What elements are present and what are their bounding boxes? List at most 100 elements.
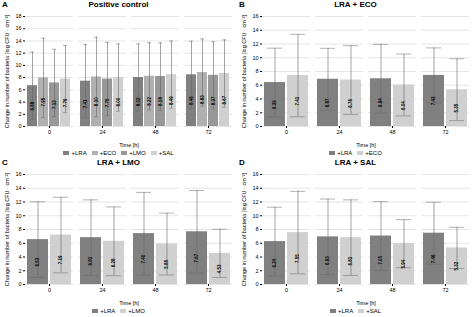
svg-text:24: 24 xyxy=(336,129,342,135)
svg-text:8: 8 xyxy=(255,68,258,74)
svg-text:8.00: 8.00 xyxy=(116,97,121,106)
svg-text:8.10: 8.10 xyxy=(94,97,99,106)
svg-text:14: 14 xyxy=(252,185,258,191)
svg-text:7.19: 7.19 xyxy=(58,255,63,264)
svg-text:10: 10 xyxy=(15,213,21,219)
svg-text:2: 2 xyxy=(255,110,258,116)
svg-text:24: 24 xyxy=(99,287,105,293)
svg-text:2: 2 xyxy=(18,111,21,117)
svg-text:6.28: 6.28 xyxy=(111,258,116,267)
svg-text:4: 4 xyxy=(255,254,258,260)
svg-text:6.24: 6.24 xyxy=(272,258,277,267)
svg-text:10: 10 xyxy=(252,213,258,219)
svg-text:7.40: 7.40 xyxy=(141,254,146,263)
svg-text:Time [h]: Time [h] xyxy=(119,300,139,306)
svg-text:24: 24 xyxy=(99,129,105,135)
svg-text:6.53: 6.53 xyxy=(35,257,40,266)
svg-text:Time [h]: Time [h] xyxy=(356,300,376,306)
svg-text:7.13: 7.13 xyxy=(52,100,57,109)
svg-text:0: 0 xyxy=(285,129,288,135)
svg-text:0: 0 xyxy=(18,123,21,129)
svg-text:Change in number of bacteria [: Change in number of bacteria [log CFU · … xyxy=(241,172,247,286)
svg-text:7.76: 7.76 xyxy=(63,98,68,107)
svg-text:7.55: 7.55 xyxy=(295,254,300,263)
svg-text:48: 48 xyxy=(152,287,158,293)
svg-text:14: 14 xyxy=(15,38,21,44)
svg-text:4: 4 xyxy=(18,254,21,260)
svg-text:6.93: 6.93 xyxy=(325,256,330,265)
svg-text:8: 8 xyxy=(18,74,21,80)
svg-text:6.87: 6.87 xyxy=(325,98,330,107)
svg-text:12: 12 xyxy=(252,41,258,47)
svg-text:7.05: 7.05 xyxy=(378,255,383,264)
svg-text:0: 0 xyxy=(255,123,258,129)
svg-text:2: 2 xyxy=(255,268,258,274)
svg-text:8.37: 8.37 xyxy=(211,96,216,105)
svg-text:0: 0 xyxy=(18,281,21,287)
svg-text:6.04: 6.04 xyxy=(401,101,406,110)
svg-text:7.41: 7.41 xyxy=(295,96,300,105)
svg-text:14: 14 xyxy=(15,185,21,191)
svg-text:8.22: 8.22 xyxy=(147,97,152,106)
svg-text:16: 16 xyxy=(252,13,258,19)
svg-text:Change in number of bacteria [: Change in number of bacteria [log CFU · … xyxy=(4,14,10,128)
svg-text:8.83: 8.83 xyxy=(200,95,205,104)
svg-text:7.41: 7.41 xyxy=(83,99,88,108)
svg-text:6: 6 xyxy=(255,82,258,88)
svg-text:48: 48 xyxy=(152,129,158,135)
svg-text:4: 4 xyxy=(255,96,258,102)
svg-text:8.49: 8.49 xyxy=(169,96,174,105)
svg-text:Change in number of bacteria [: Change in number of bacteria [log CFU · … xyxy=(4,172,10,286)
svg-text:5.32: 5.32 xyxy=(454,261,459,270)
svg-text:48: 48 xyxy=(389,287,395,293)
svg-text:6.76: 6.76 xyxy=(348,98,353,107)
svg-text:7.46: 7.46 xyxy=(431,254,436,263)
svg-text:24: 24 xyxy=(336,287,342,293)
svg-text:8.46: 8.46 xyxy=(189,96,194,105)
svg-text:48: 48 xyxy=(389,129,395,135)
svg-text:10: 10 xyxy=(252,55,258,61)
svg-text:72: 72 xyxy=(442,129,448,135)
svg-text:6.68: 6.68 xyxy=(30,101,35,110)
svg-text:8.02: 8.02 xyxy=(136,97,141,106)
svg-text:6.94: 6.94 xyxy=(378,98,383,107)
svg-text:6: 6 xyxy=(255,240,258,246)
svg-text:12: 12 xyxy=(15,50,21,56)
svg-text:8: 8 xyxy=(255,226,258,232)
svg-text:7.67: 7.67 xyxy=(194,253,199,262)
svg-text:72: 72 xyxy=(205,129,211,135)
svg-text:16: 16 xyxy=(15,25,21,31)
svg-text:5.35: 5.35 xyxy=(454,103,459,112)
svg-text:12: 12 xyxy=(15,199,21,205)
svg-text:Change in number of bacteria [: Change in number of bacteria [log CFU · … xyxy=(241,14,247,128)
svg-text:4.53: 4.53 xyxy=(217,264,222,273)
svg-text:16: 16 xyxy=(252,171,258,177)
svg-text:72: 72 xyxy=(442,287,448,293)
svg-text:14: 14 xyxy=(252,27,258,33)
svg-text:12: 12 xyxy=(252,199,258,205)
svg-text:7.43: 7.43 xyxy=(431,96,436,105)
svg-text:0: 0 xyxy=(48,129,51,135)
svg-text:8.18: 8.18 xyxy=(158,97,163,106)
svg-text:2: 2 xyxy=(18,268,21,274)
svg-text:0: 0 xyxy=(48,287,51,293)
svg-text:4: 4 xyxy=(18,99,21,105)
svg-text:8.67: 8.67 xyxy=(222,95,227,104)
svg-text:Time [h]: Time [h] xyxy=(356,142,376,148)
svg-text:72: 72 xyxy=(205,287,211,293)
svg-text:6: 6 xyxy=(18,87,21,93)
svg-text:0: 0 xyxy=(285,287,288,293)
svg-text:6.81: 6.81 xyxy=(88,256,93,265)
svg-text:18: 18 xyxy=(15,13,21,19)
svg-text:6.81: 6.81 xyxy=(348,256,353,265)
svg-text:16: 16 xyxy=(15,171,21,177)
svg-text:5.88: 5.88 xyxy=(164,259,169,268)
svg-text:6: 6 xyxy=(18,240,21,246)
svg-text:10: 10 xyxy=(15,62,21,68)
svg-text:7.76: 7.76 xyxy=(105,98,110,107)
svg-text:7.95: 7.95 xyxy=(41,97,46,106)
svg-text:6.39: 6.39 xyxy=(272,100,277,109)
svg-text:0: 0 xyxy=(255,281,258,287)
svg-text:8: 8 xyxy=(18,226,21,232)
svg-text:Time [h]: Time [h] xyxy=(119,142,139,148)
